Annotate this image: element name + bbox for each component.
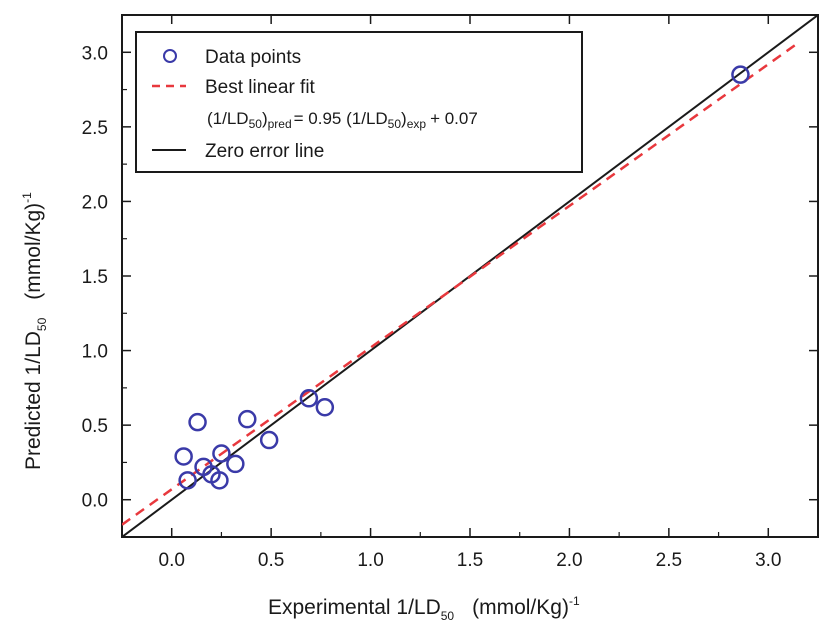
data-point bbox=[210, 471, 229, 490]
data-point bbox=[188, 412, 207, 432]
data-point bbox=[299, 389, 319, 408]
y-tick-label: 0.5 bbox=[82, 416, 108, 437]
legend-label-best-fit: Best linear fit bbox=[205, 77, 316, 98]
y-tick-label: 1.0 bbox=[82, 342, 108, 363]
x-tick-label: 1.5 bbox=[457, 550, 483, 571]
legend-label-data-points: Data points bbox=[205, 47, 301, 68]
legend-marker-data-points bbox=[163, 49, 177, 63]
legend-box bbox=[135, 31, 583, 173]
data-point bbox=[226, 454, 245, 474]
y-tick-label: 1.5 bbox=[82, 267, 108, 288]
legend-equation: (1/LD50)pred = 0.95 (1/LD50)exp + 0.07 bbox=[207, 109, 478, 131]
x-tick-label: 0.5 bbox=[258, 550, 284, 571]
x-tick-label: 3.0 bbox=[755, 550, 781, 571]
data-point bbox=[178, 471, 197, 490]
x-tick-label: 2.5 bbox=[656, 550, 682, 571]
data-point bbox=[174, 447, 193, 466]
x-tick-label: 2.0 bbox=[556, 550, 582, 571]
legend-label-zero-error: Zero error line bbox=[205, 141, 324, 162]
y-tick-label: 2.0 bbox=[82, 192, 108, 213]
y-tick-label: 0.0 bbox=[82, 491, 108, 512]
y-tick-label: 3.0 bbox=[82, 43, 108, 64]
data-point bbox=[315, 397, 335, 417]
data-point bbox=[731, 65, 750, 84]
legend: Data points Best linear fit (1/LD50)pred… bbox=[135, 31, 583, 173]
y-tick-label: 2.5 bbox=[82, 118, 108, 139]
data-point bbox=[259, 430, 279, 450]
x-tick-label: 1.0 bbox=[357, 550, 383, 571]
y-axis-label: Predicted 1/LD50(mmol/Kg)-1 bbox=[20, 192, 49, 470]
x-tick-label: 0.0 bbox=[159, 550, 185, 571]
x-axis-label: Experimental 1/LD50 (mmol/Kg)-1 bbox=[268, 594, 580, 623]
data-point bbox=[238, 409, 257, 429]
data-point bbox=[212, 444, 231, 463]
best-fit-line bbox=[122, 41, 799, 526]
